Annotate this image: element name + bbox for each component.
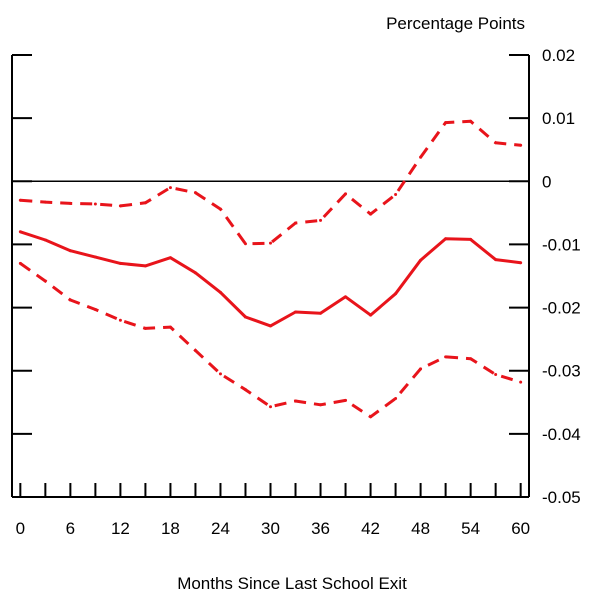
estimate-line-point xyxy=(519,261,523,265)
y-tick-label: 0 xyxy=(542,172,551,191)
upper-bound-line xyxy=(20,119,521,246)
upper-bound-line-point xyxy=(344,192,348,196)
estimate-line xyxy=(19,230,521,328)
lower-bound-line-point xyxy=(394,396,398,400)
x-tick-label: 42 xyxy=(361,519,380,538)
lower-bound-line-point xyxy=(494,373,498,377)
lower-bound-line-point xyxy=(193,349,197,353)
x-tick-label: 0 xyxy=(16,519,25,538)
upper-bound-line-point xyxy=(269,241,272,245)
y-tick-label: -0.04 xyxy=(542,425,581,444)
lower-bound-line-point xyxy=(143,326,147,330)
lower-bound-line-point xyxy=(43,279,47,283)
estimate-line-point xyxy=(168,256,172,260)
axes xyxy=(11,54,530,498)
y-tick-label: -0.02 xyxy=(542,299,581,318)
estimate-line-point xyxy=(68,249,72,253)
upper-bound-line-point xyxy=(469,119,473,123)
x-axis-label: Months Since Last School Exit xyxy=(177,574,407,593)
estimate-line-point xyxy=(344,295,348,299)
x-tick-label: 36 xyxy=(311,519,330,538)
upper-bound-line-point xyxy=(394,193,398,197)
estimate-line-point xyxy=(118,261,122,265)
upper-bound-line-point xyxy=(243,242,247,246)
estimate-line-point xyxy=(394,292,398,296)
lower-bound-line-point xyxy=(168,325,172,329)
lower-bound-line-point xyxy=(269,405,272,409)
y-tick-label: 0.02 xyxy=(542,46,575,65)
estimate-line-point xyxy=(143,264,147,268)
estimate-line-point xyxy=(243,315,247,319)
upper-bound-line-point xyxy=(494,141,498,145)
estimate-line-point xyxy=(269,324,272,328)
y-axis-label: Percentage Points xyxy=(386,14,525,33)
x-tick-label: 30 xyxy=(261,519,280,538)
y-tick-label: -0.05 xyxy=(542,488,581,507)
estimate-line-point xyxy=(494,258,498,262)
lower-bound-line-point xyxy=(294,399,298,403)
upper-bound-line-point xyxy=(193,191,197,195)
lower-bound-line-point xyxy=(469,357,473,361)
upper-bound-line-point xyxy=(444,121,448,125)
series-group xyxy=(18,119,523,419)
x-tick-label: 12 xyxy=(111,519,130,538)
estimate-line-point xyxy=(93,255,97,259)
estimate-line-point xyxy=(294,310,298,314)
upper-bound-line-point xyxy=(68,201,72,205)
estimate-line-point xyxy=(43,238,47,242)
upper-bound-line-point xyxy=(143,201,147,205)
estimate-line-point xyxy=(18,230,22,234)
lower-bound-line-point xyxy=(68,298,72,302)
lower-bound-line-point xyxy=(218,372,222,376)
upper-bound-line-point xyxy=(18,198,22,202)
estimate-line-point xyxy=(319,311,323,315)
x-tick-label: 54 xyxy=(461,519,480,538)
upper-bound-line-point xyxy=(319,218,323,222)
x-tick-label: 6 xyxy=(66,519,75,538)
upper-bound-line-point xyxy=(519,143,523,147)
upper-bound-line-point xyxy=(43,200,47,204)
lower-bound-line-point xyxy=(243,388,247,392)
upper-bound-line-point xyxy=(419,155,423,159)
upper-bound-line-point xyxy=(218,207,222,211)
y-tick-label: -0.01 xyxy=(542,235,581,254)
lower-bound-line-point xyxy=(118,318,122,322)
x-tick-label: 24 xyxy=(211,519,230,538)
lower-bound-line xyxy=(19,262,522,419)
upper-bound-line-point xyxy=(369,212,373,216)
x-tick-label: 18 xyxy=(161,519,180,538)
estimate-line-point xyxy=(218,290,222,294)
lower-bound-line-point xyxy=(319,403,323,407)
lower-bound-line-point xyxy=(419,367,423,371)
estimate-line-point xyxy=(419,258,423,262)
upper-bound-line-point xyxy=(93,202,97,206)
tick-labels: 0.02 0.01 0 -0.01 -0.02 -0.03 -0.04 -0.05 0 6 12 18… xyxy=(16,46,581,538)
lower-bound-line-point xyxy=(369,415,373,419)
lower-bound-line-point xyxy=(444,355,448,359)
x-tick-label: 60 xyxy=(511,519,530,538)
y-tick-label: -0.03 xyxy=(542,362,581,381)
estimate-line-point xyxy=(193,271,197,275)
upper-bound-line-point xyxy=(118,204,122,208)
y-tick-label: 0.01 xyxy=(542,109,575,128)
lower-bound-line-point xyxy=(93,307,97,311)
upper-bound-line-point xyxy=(294,221,298,225)
lower-bound-line-point xyxy=(519,380,523,384)
lower-bound-line-point xyxy=(344,398,348,402)
estimate-line-point xyxy=(444,237,448,241)
lower-bound-line-point xyxy=(18,261,22,265)
estimate-line-point xyxy=(469,237,473,241)
upper-bound-line-point xyxy=(168,186,172,190)
estimate-line-point xyxy=(369,313,373,317)
x-tick-label: 48 xyxy=(411,519,430,538)
